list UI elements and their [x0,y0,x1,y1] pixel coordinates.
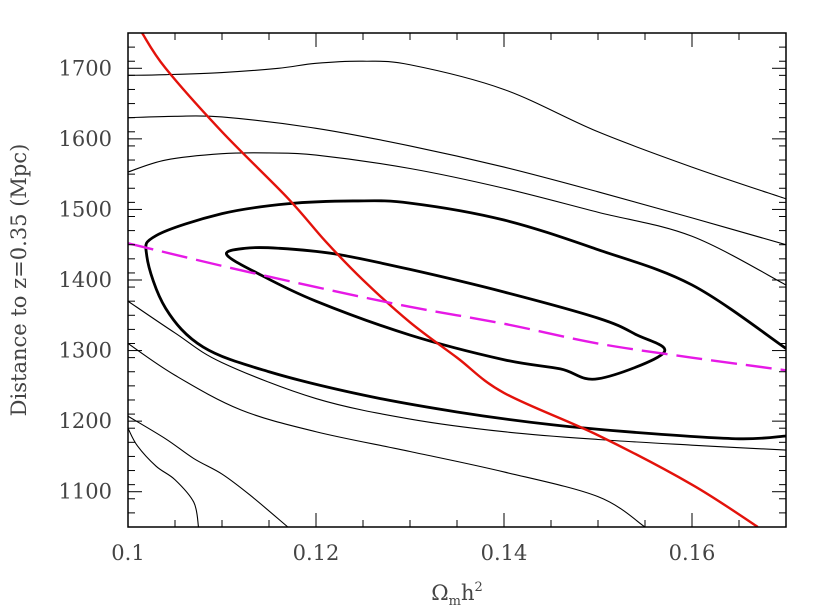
plot-frame [127,32,787,528]
y-tick-label: 1500 [59,197,112,221]
series-line-7 [128,343,646,527]
x-tick-label: 0.14 [481,541,528,565]
series-line-5 [144,199,786,441]
series-line-4 [225,246,667,381]
series-line-6 [128,300,786,451]
series-layer [128,33,786,527]
series-line-10 [141,33,759,527]
series-line-8 [128,415,289,527]
ticks-layer [127,32,787,528]
x-tick-label: 0.16 [669,541,716,565]
x-axis-label: Ωmh2 [431,580,483,609]
tick-labels: 0.1 0.12 0.14 0.16 1100 1200 1300 1400 1500 1600 1… [59,56,716,565]
y-axis-label: Distance to z=0.35 (Mpc) [7,144,31,417]
x-label-omega: Ω [431,581,448,605]
series-line-9 [128,427,200,527]
y-tick-label: 1300 [59,339,112,363]
x-label-subscript: m [449,594,461,609]
y-tick-label: 1400 [59,268,112,292]
series-line-2 [128,115,786,246]
y-tick-label: 1700 [59,56,112,80]
x-label-h: h [461,581,475,605]
y-tick-label: 1200 [59,409,112,433]
x-tick-label: 0.12 [293,541,340,565]
series-line-1 [128,60,786,200]
series-line-3 [128,152,786,286]
x-label-superscript: 2 [475,580,483,595]
x-tick-label: 0.1 [111,541,144,565]
series-line-11 [128,242,786,372]
y-tick-label: 1600 [59,127,112,151]
y-tick-label: 1100 [59,480,112,504]
